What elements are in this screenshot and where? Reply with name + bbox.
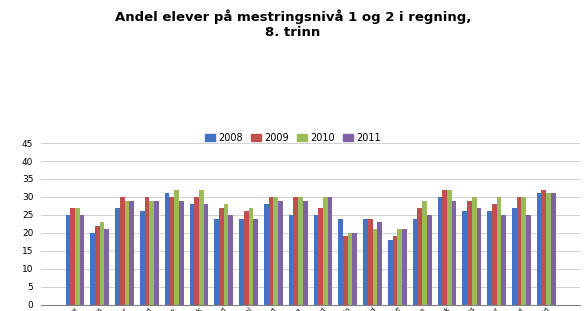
Bar <box>140 211 145 305</box>
Bar <box>447 190 452 305</box>
Bar <box>512 208 517 305</box>
Bar <box>537 193 541 305</box>
Bar <box>268 197 274 305</box>
Bar <box>289 215 294 305</box>
Bar <box>179 201 183 305</box>
Bar <box>338 219 343 305</box>
Bar <box>413 219 417 305</box>
Bar <box>229 215 233 305</box>
Bar <box>402 229 407 305</box>
Bar <box>104 229 109 305</box>
Bar <box>274 197 278 305</box>
Bar <box>551 193 556 305</box>
Text: Andel elever på mestringsnivå 1 og 2 i regning,
8. trinn: Andel elever på mestringsnivå 1 og 2 i r… <box>115 9 471 39</box>
Bar <box>422 201 427 305</box>
Bar <box>397 229 402 305</box>
Legend: 2008, 2009, 2010, 2011: 2008, 2009, 2010, 2011 <box>201 129 385 147</box>
Bar <box>80 215 84 305</box>
Bar <box>115 208 120 305</box>
Bar <box>517 197 522 305</box>
Bar <box>417 208 422 305</box>
Bar <box>526 215 531 305</box>
Bar <box>204 204 209 305</box>
Bar <box>492 204 496 305</box>
Bar <box>169 197 174 305</box>
Bar <box>298 197 303 305</box>
Bar <box>149 201 154 305</box>
Bar <box>393 236 397 305</box>
Bar <box>541 190 546 305</box>
Bar <box>253 219 258 305</box>
Bar <box>323 197 328 305</box>
Bar <box>154 201 159 305</box>
Bar <box>427 215 432 305</box>
Bar <box>174 190 179 305</box>
Bar <box>388 240 393 305</box>
Bar <box>373 229 377 305</box>
Bar <box>522 197 526 305</box>
Bar <box>328 197 332 305</box>
Bar <box>75 208 80 305</box>
Bar <box>472 197 476 305</box>
Bar <box>303 201 308 305</box>
Bar <box>363 219 368 305</box>
Bar <box>194 197 199 305</box>
Bar <box>214 219 219 305</box>
Bar <box>462 211 467 305</box>
Bar <box>476 208 481 305</box>
Bar <box>244 211 248 305</box>
Bar <box>100 222 104 305</box>
Bar <box>377 222 382 305</box>
Bar <box>467 201 472 305</box>
Bar <box>442 190 447 305</box>
Bar <box>219 208 224 305</box>
Bar <box>90 233 95 305</box>
Bar <box>496 197 501 305</box>
Bar <box>264 204 268 305</box>
Bar <box>314 215 318 305</box>
Bar <box>278 201 283 305</box>
Bar <box>501 215 506 305</box>
Bar <box>318 208 323 305</box>
Bar <box>343 236 347 305</box>
Bar <box>487 211 492 305</box>
Bar <box>248 208 253 305</box>
Bar <box>224 204 229 305</box>
Bar <box>368 219 373 305</box>
Bar <box>294 197 298 305</box>
Bar <box>145 197 149 305</box>
Bar <box>347 233 353 305</box>
Bar <box>165 193 169 305</box>
Bar <box>546 193 551 305</box>
Bar <box>125 201 130 305</box>
Bar <box>130 201 134 305</box>
Bar <box>70 208 75 305</box>
Bar <box>120 197 125 305</box>
Bar <box>438 197 442 305</box>
Bar <box>452 201 456 305</box>
Bar <box>66 215 70 305</box>
Bar <box>353 233 357 305</box>
Bar <box>199 190 204 305</box>
Bar <box>95 226 100 305</box>
Bar <box>239 219 244 305</box>
Bar <box>189 204 194 305</box>
